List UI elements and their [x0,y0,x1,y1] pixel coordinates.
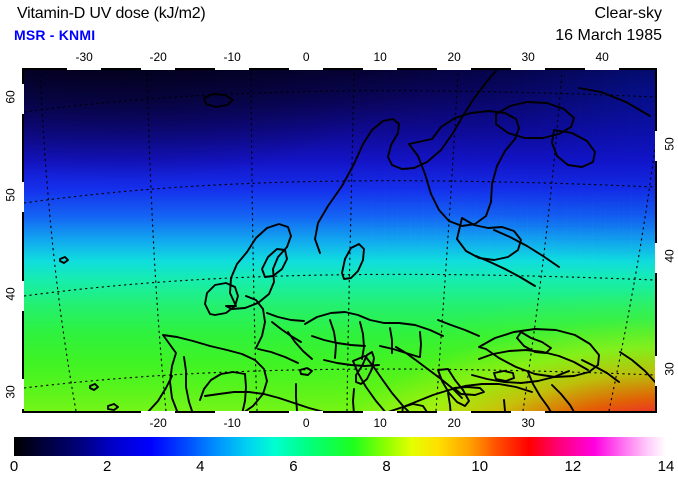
left-tickmark [22,280,24,311]
condition-label: Clear-sky [594,5,662,22]
colorbar-tick-label: 6 [289,458,298,475]
colorbar-tick-label: 0 [9,458,19,475]
bottom-tick-label: 30 [521,416,535,430]
colorbar-tick-label: 14 [657,458,675,475]
page-title: Vitamin-D UV dose (kJ/m2) [17,5,206,22]
bottom-tickmark [141,411,176,413]
colorbar-tick-label: 8 [382,458,391,475]
right-tick-label: 40 [662,249,677,264]
coarse-pixel-blocks [371,70,655,268]
bottom-tick-label: 20 [447,416,461,430]
top-tick-label: -10 [223,50,241,64]
colorbar [14,437,666,456]
top-tick-label: -30 [75,50,93,64]
left-tickmark [22,379,24,410]
right-tickmark [655,355,657,386]
top-tick-label: 30 [521,50,535,64]
bottom-tickmark [511,411,546,413]
left-tickmark [22,83,24,114]
right-tick-label: 50 [662,137,677,151]
bottom-tickmark [363,411,398,413]
colorbar-tick-label: 12 [564,458,582,475]
top-tick-label: 20 [447,50,461,64]
top-tickmark [511,68,546,70]
top-tickmark [289,68,324,70]
top-tickmark [363,68,398,70]
top-tickmark [215,68,250,70]
bottom-tickmark [289,411,324,413]
top-tick-label: -20 [149,50,167,64]
top-tickmark [437,68,472,70]
colorbar-tick-label: 10 [471,458,489,475]
bottom-tickmark [437,411,472,413]
bottom-tick-label: -20 [149,416,167,430]
colorbar-tick-label: 2 [102,458,112,475]
right-tick-label: 30 [662,362,677,376]
colorbar-gradient [14,437,666,456]
graticule-lines [24,71,655,411]
right-tickmark [655,130,657,161]
uv-dose-raster [24,70,655,411]
bottom-tick-label: 0 [302,416,310,430]
top-tick-label: 10 [373,50,387,64]
map-plot-area [22,68,657,413]
left-tick-label: 60 [3,89,18,104]
top-tick-label: 0 [302,50,310,64]
top-tickmark [141,68,176,70]
left-tick-label: 50 [3,188,18,202]
top-tick-label: 40 [595,50,609,64]
coastline-and-borders [59,70,655,411]
top-tickmark [585,68,620,70]
left-tick-label: 40 [3,286,18,301]
left-tick-label: 30 [3,385,18,399]
bottom-tickmark [215,411,250,413]
bottom-tick-label: 10 [373,416,387,430]
bottom-tick-label: -10 [223,416,241,430]
top-tickmark [67,68,102,70]
colorbar-tick-label: 4 [196,458,205,475]
institution-label: MSR - KNMI [14,27,96,43]
right-tickmark [655,243,657,274]
date-label: 16 March 1985 [555,27,662,44]
left-tickmark [22,182,24,213]
